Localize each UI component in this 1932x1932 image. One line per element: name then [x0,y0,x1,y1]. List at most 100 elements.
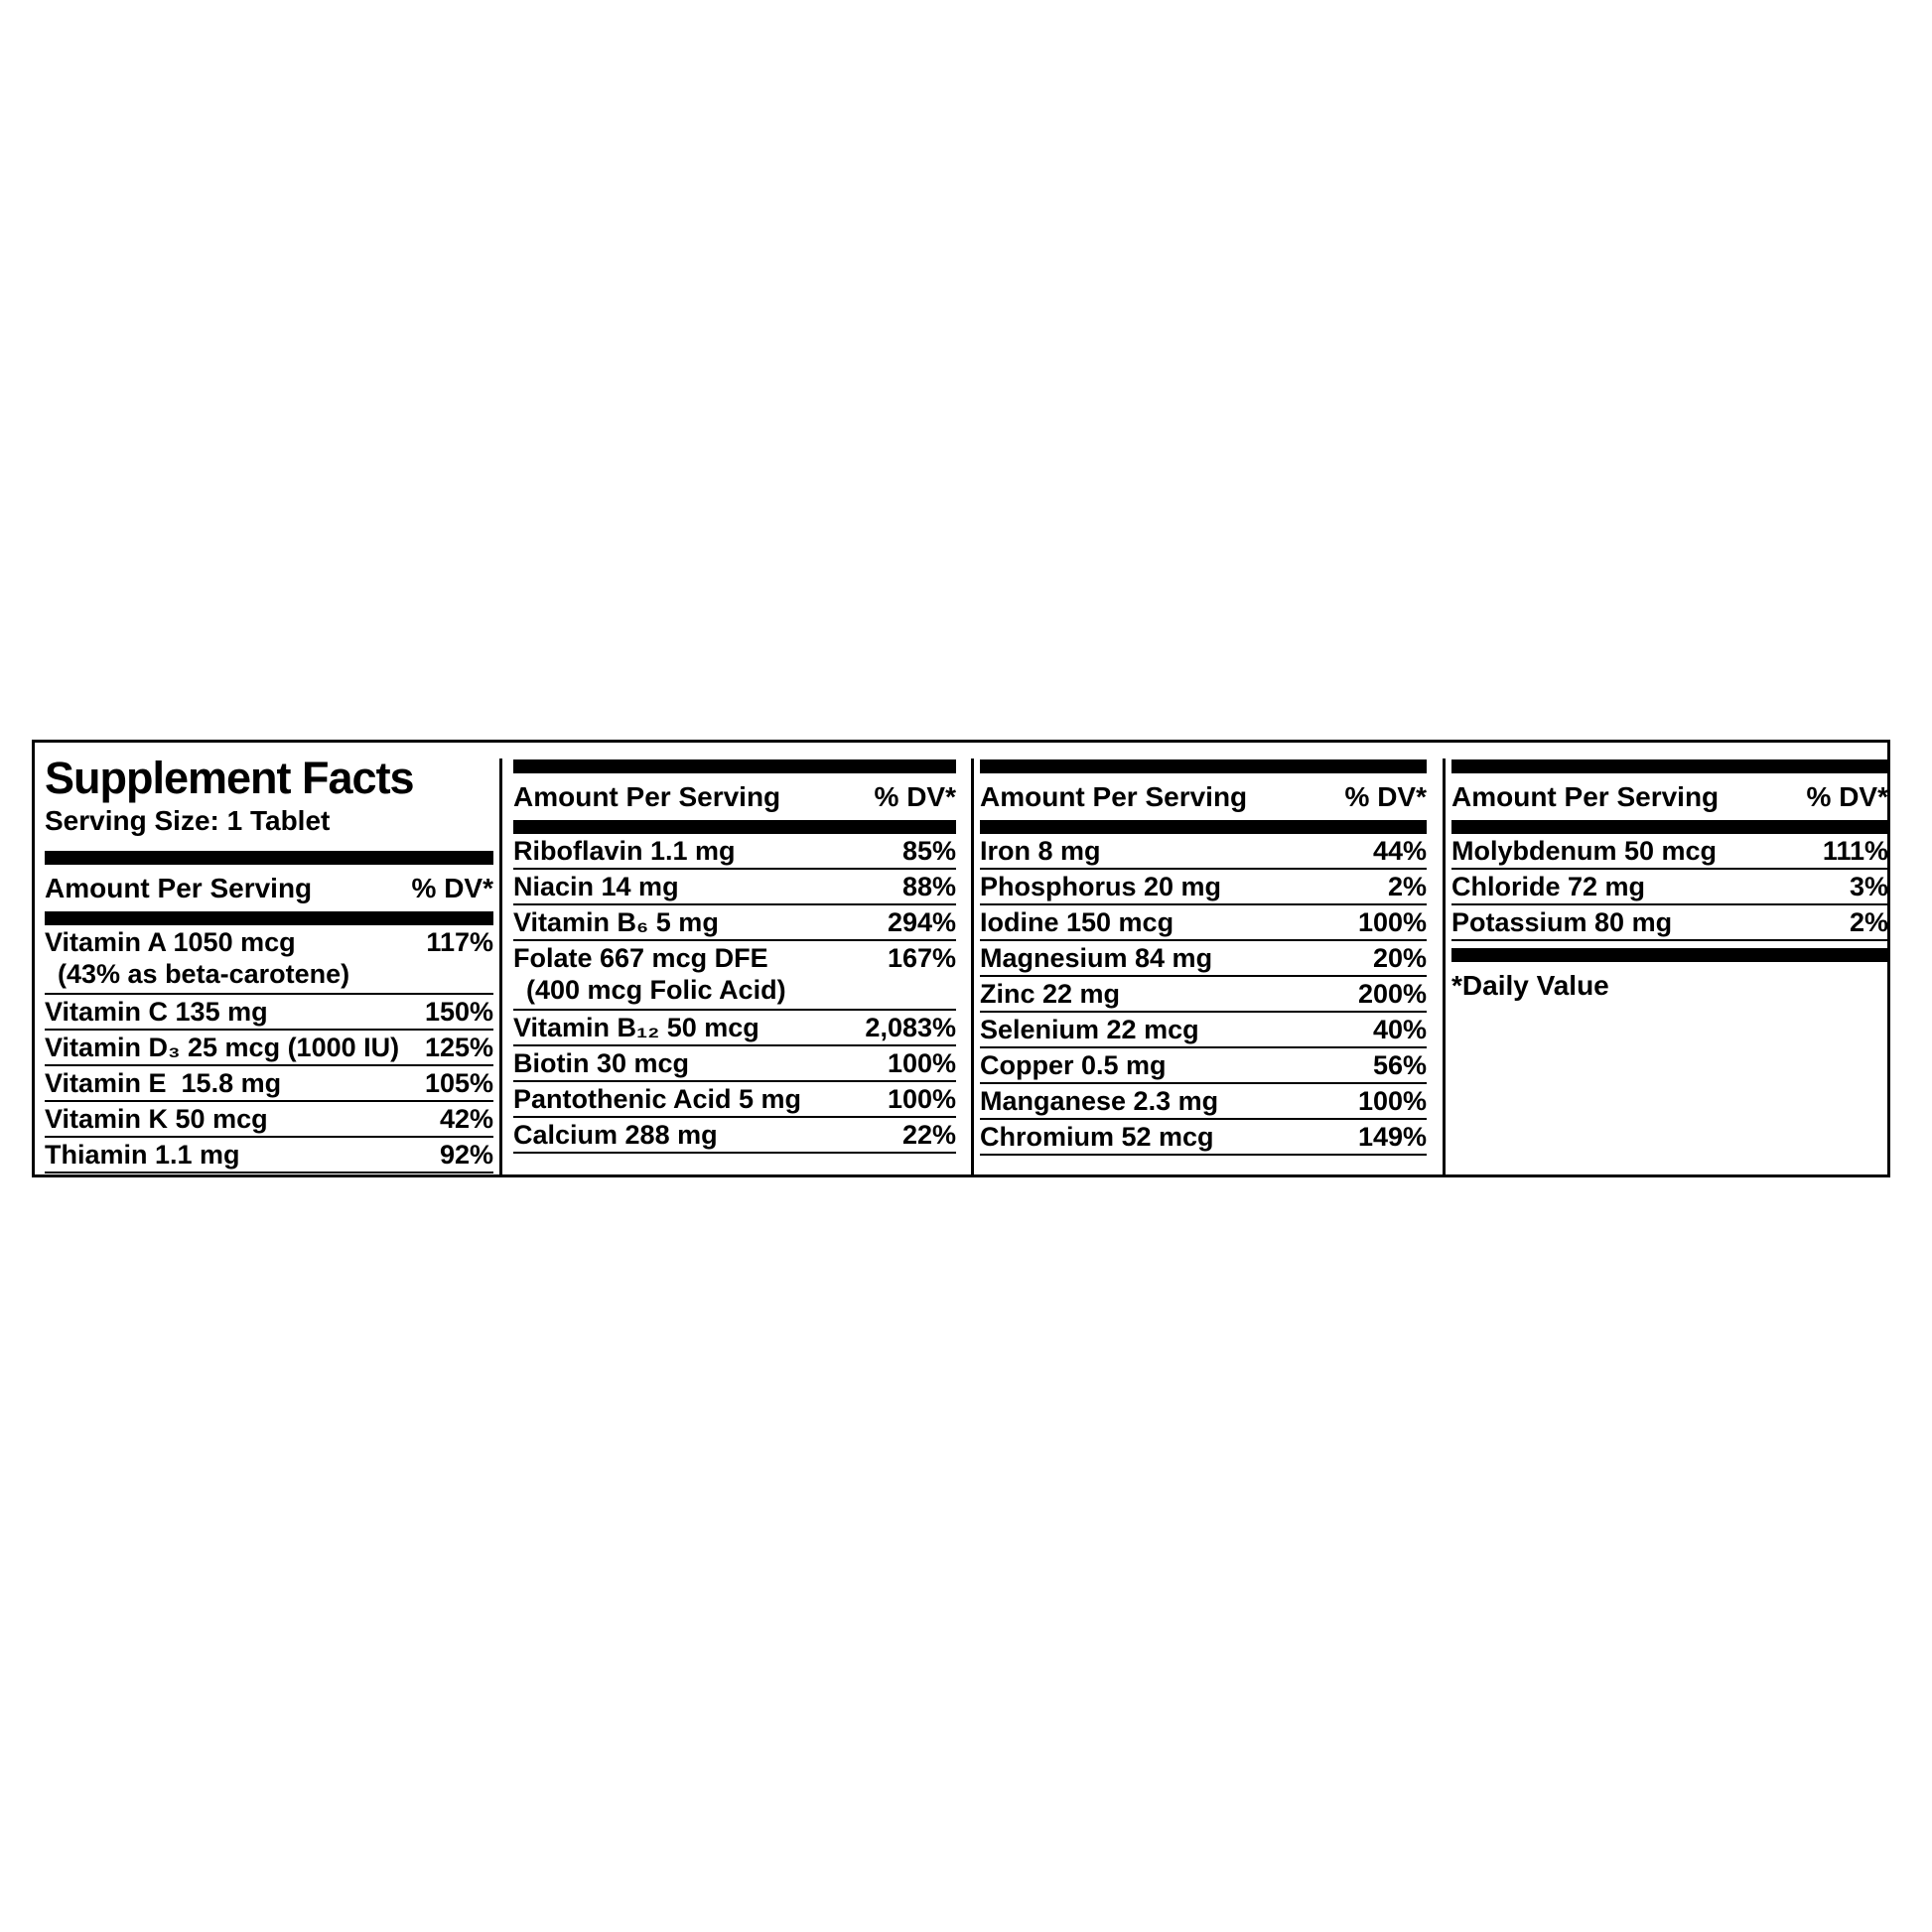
column-header: Amount Per Serving % DV* [513,773,956,820]
nutrient-row-line: Calcium 288 mg 22% [513,1118,956,1152]
nutrient-name: Magnesium 84 mg [980,943,1213,973]
column-vitamins-1: Supplement Facts Serving Size: 1 Tablet … [45,743,493,1173]
nutrient-row: Phosphorus 20 mg 2% [980,870,1427,905]
column-header: Amount Per Serving % DV* [1451,773,1888,820]
column-separator [499,759,502,1174]
thick-divider-bar [980,759,1427,773]
panel-title: Supplement Facts [45,753,415,803]
nutrient-dv-value: 22% [901,1120,956,1150]
nutrient-name: Copper 0.5 mg [980,1050,1167,1080]
amount-per-serving-label: Amount Per Serving [45,873,313,903]
nutrient-row: Niacin 14 mg 88% [513,870,956,905]
nutrient-rows: Vitamin A 1050 mcg 117% (43% as beta-carot… [45,925,493,1173]
percent-dv-label: % DV* [1806,781,1888,812]
nutrient-dv-value: 2,083% [865,1013,956,1042]
nutrient-dv-value: 40% [1372,1015,1427,1044]
nutrient-dv-value: 150% [424,997,493,1027]
nutrient-name: Vitamin B₁₂ 50 mcg [513,1013,759,1042]
thick-divider-bar [45,911,493,925]
nutrient-row-line: Iron 8 mg 44% [980,834,1427,868]
amount-per-serving-label: Amount Per Serving [1451,781,1720,812]
nutrient-dv-value: 111% [1822,836,1888,866]
nutrient-row-line: Pantothenic Acid 5 mg 100% [513,1082,956,1116]
nutrient-row: Chloride 72 mg 3% [1451,870,1888,905]
nutrient-rows: Riboflavin 1.1 mg 85% Niacin 14 mg 88% Vitam… [513,834,956,1154]
nutrient-row: Biotin 30 mcg 100% [513,1046,956,1082]
nutrient-note: (400 mcg Folic Acid) [526,975,786,1005]
nutrient-dv-value: 100% [887,1048,956,1078]
nutrient-row-line: Iodine 150 mcg 100% [980,905,1427,939]
nutrient-note: (43% as beta-carotene) [58,959,350,989]
nutrient-row: Thiamin 1.1 mg 92% [45,1138,493,1173]
nutrient-dv-value: 125% [424,1033,493,1062]
nutrient-row-line: Manganese 2.3 mg 100% [980,1084,1427,1118]
supplement-facts-panel: Supplement Facts Serving Size: 1 Tablet … [32,740,1890,1177]
nutrient-name: Biotin 30 mcg [513,1048,690,1078]
nutrient-dv-value: 56% [1372,1050,1427,1080]
nutrient-row-line: Vitamin C 135 mg 150% [45,995,493,1029]
nutrient-row: Zinc 22 mg 200% [980,977,1427,1013]
nutrient-dv-value: 100% [1357,907,1427,937]
column-vitamins-2: Amount Per Serving % DV* Riboflavin 1.1 … [513,743,956,1154]
nutrient-dv-value: 42% [439,1104,493,1134]
nutrient-name: Vitamin D₃ 25 mcg (1000 IU) [45,1033,400,1062]
nutrient-dv-value: 100% [1357,1086,1427,1116]
nutrient-name: Vitamin C 135 mg [45,997,268,1027]
nutrient-dv-value: 44% [1372,836,1427,866]
nutrient-row: Selenium 22 mcg 40% [980,1013,1427,1048]
nutrient-dv-value: 200% [1357,979,1427,1009]
nutrient-row: Riboflavin 1.1 mg 85% [513,834,956,870]
thick-divider-bar [1451,948,1888,962]
column-header: Amount Per Serving % DV* [980,773,1427,820]
nutrient-row: Vitamin C 135 mg 150% [45,995,493,1031]
column-separator [1443,759,1446,1174]
nutrient-name: Zinc 22 mg [980,979,1121,1009]
nutrient-row: Chromium 52 mcg 149% [980,1120,1427,1156]
nutrient-row-line: Zinc 22 mg 200% [980,977,1427,1011]
nutrient-row: Calcium 288 mg 22% [513,1118,956,1154]
nutrient-dv-value: 92% [439,1140,493,1170]
nutrient-row: Vitamin K 50 mcg 42% [45,1102,493,1138]
daily-value-footnote: *Daily Value [1451,970,1609,1001]
nutrient-dv-value: 149% [1357,1122,1427,1152]
nutrient-name: Folate 667 mcg DFE [513,943,768,973]
nutrient-row-line: Phosphorus 20 mg 2% [980,870,1427,903]
amount-per-serving-label: Amount Per Serving [513,781,781,812]
thick-divider-bar [45,851,493,865]
nutrient-dv-value: 117% [426,927,493,957]
nutrient-row: Pantothenic Acid 5 mg 100% [513,1082,956,1118]
percent-dv-label: % DV* [874,781,956,812]
nutrient-row-line: Vitamin B₆ 5 mg 294% [513,905,956,939]
nutrient-dv-value: 2% [1849,907,1888,937]
nutrient-name: Phosphorus 20 mg [980,872,1222,901]
nutrient-row: Molybdenum 50 mcg 111% [1451,834,1888,870]
nutrient-row-line: Riboflavin 1.1 mg 85% [513,834,956,868]
nutrient-rows: Iron 8 mg 44% Phosphorus 20 mg 2% Iodine 150… [980,834,1427,1156]
nutrient-row-line: Chromium 52 mcg 149% [980,1120,1427,1154]
nutrient-row: Folate 667 mcg DFE 167% (400 mcg Folic Aci… [513,941,956,1011]
nutrient-name: Niacin 14 mg [513,872,679,901]
serving-size: Serving Size: 1 Tablet [45,805,331,836]
nutrient-dv-value: 3% [1849,872,1888,901]
column-minerals-2: Amount Per Serving % DV* Molybdenum 50 m… [1451,743,1888,1002]
nutrient-name: Vitamin E 15.8 mg [45,1068,282,1098]
amount-per-serving-label: Amount Per Serving [980,781,1248,812]
nutrient-name: Potassium 80 mg [1451,907,1673,937]
nutrient-row-line: Biotin 30 mcg 100% [513,1046,956,1080]
nutrient-row: Iodine 150 mcg 100% [980,905,1427,941]
nutrient-rows: Molybdenum 50 mcg 111% Chloride 72 mg 3% Pot… [1451,834,1888,941]
thick-divider-bar [980,820,1427,834]
nutrient-name: Riboflavin 1.1 mg [513,836,736,866]
nutrient-name: Vitamin A 1050 mcg [45,927,296,957]
nutrient-name: Chromium 52 mcg [980,1122,1214,1152]
nutrient-name: Molybdenum 50 mcg [1451,836,1718,866]
nutrient-name: Pantothenic Acid 5 mg [513,1084,802,1114]
nutrient-name: Vitamin K 50 mcg [45,1104,268,1134]
nutrient-row-line: Chloride 72 mg 3% [1451,870,1888,903]
thick-divider-bar [513,820,956,834]
nutrient-row-line: Vitamin B₁₂ 50 mcg 2,083% [513,1011,956,1044]
thick-divider-bar [1451,820,1888,834]
nutrient-dv-value: 88% [901,872,956,901]
nutrient-dv-value: 294% [887,907,956,937]
nutrient-row: Vitamin A 1050 mcg 117% (43% as beta-carot… [45,925,493,995]
